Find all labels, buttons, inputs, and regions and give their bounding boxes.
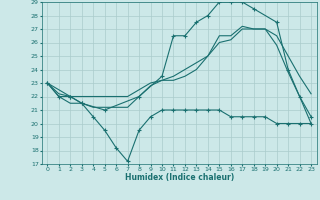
X-axis label: Humidex (Indice chaleur): Humidex (Indice chaleur) [124,173,234,182]
